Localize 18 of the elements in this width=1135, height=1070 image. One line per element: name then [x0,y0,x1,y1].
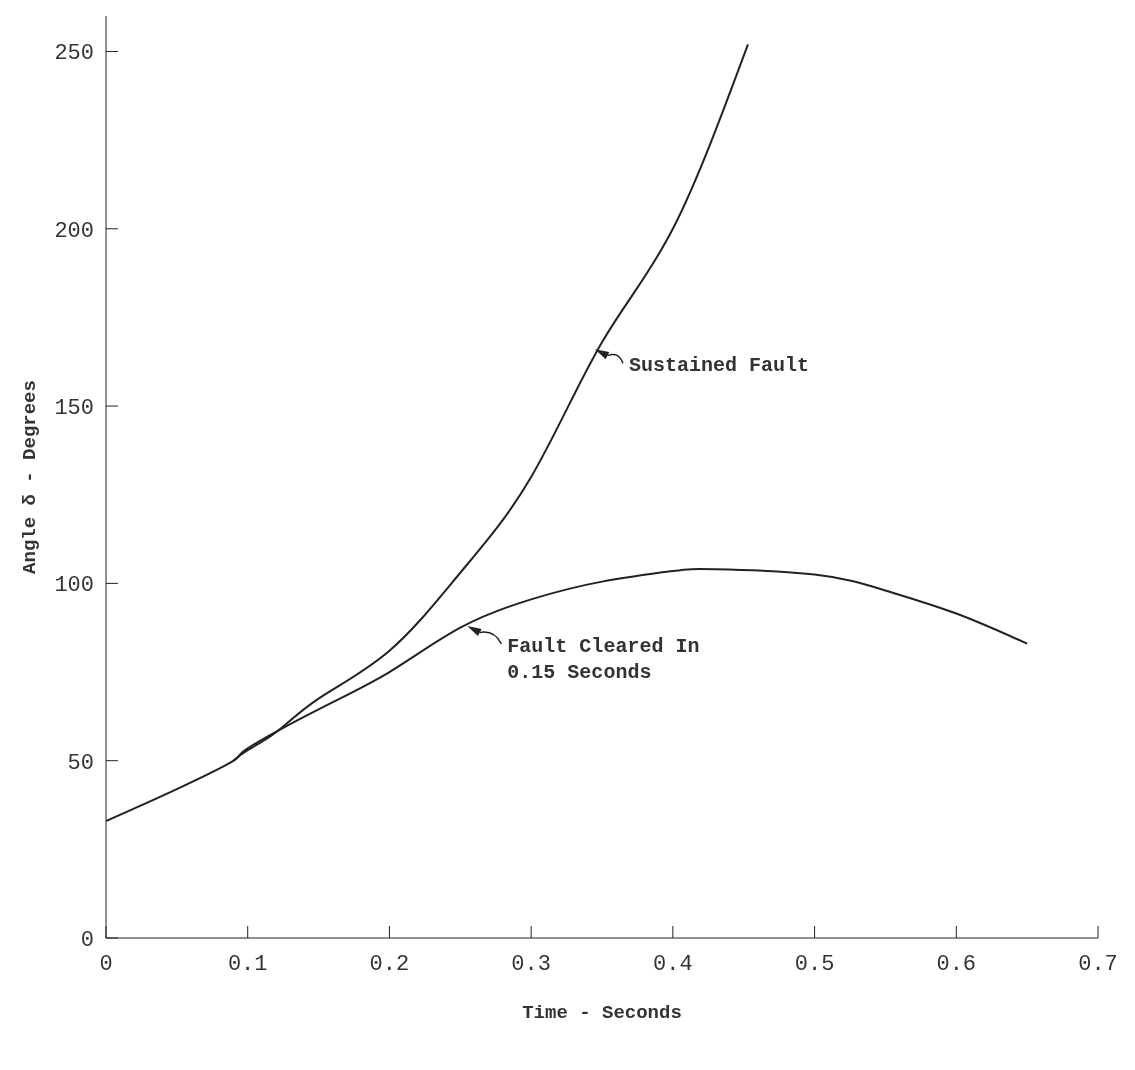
x-tick-label: 0.2 [369,951,410,977]
x-tick-label: 0 [99,951,113,977]
annotation: Sustained Fault [628,354,809,378]
x-tick-label: 0.4 [653,951,693,977]
x-tick-label: 0.5 [794,951,835,977]
y-tick-label: 200 [54,218,94,244]
y-tick-label: 0 [80,927,94,953]
x-tick-label: 0.1 [227,951,268,977]
x-tick-label: 0.6 [936,951,977,977]
x-tick-label: 0.7 [1078,951,1118,977]
x-axis-title: Time - Seconds [522,1002,682,1024]
y-axis-title: Angle δ - Degrees [18,380,41,574]
annotation: Fault Cleared In 0.15 Seconds [507,634,700,684]
y-tick-label: 50 [67,750,94,776]
x-tick-label: 0.3 [511,951,551,977]
y-tick-label: 100 [54,573,94,599]
y-tick-label: 150 [54,395,94,421]
y-tick-label: 250 [54,41,94,67]
